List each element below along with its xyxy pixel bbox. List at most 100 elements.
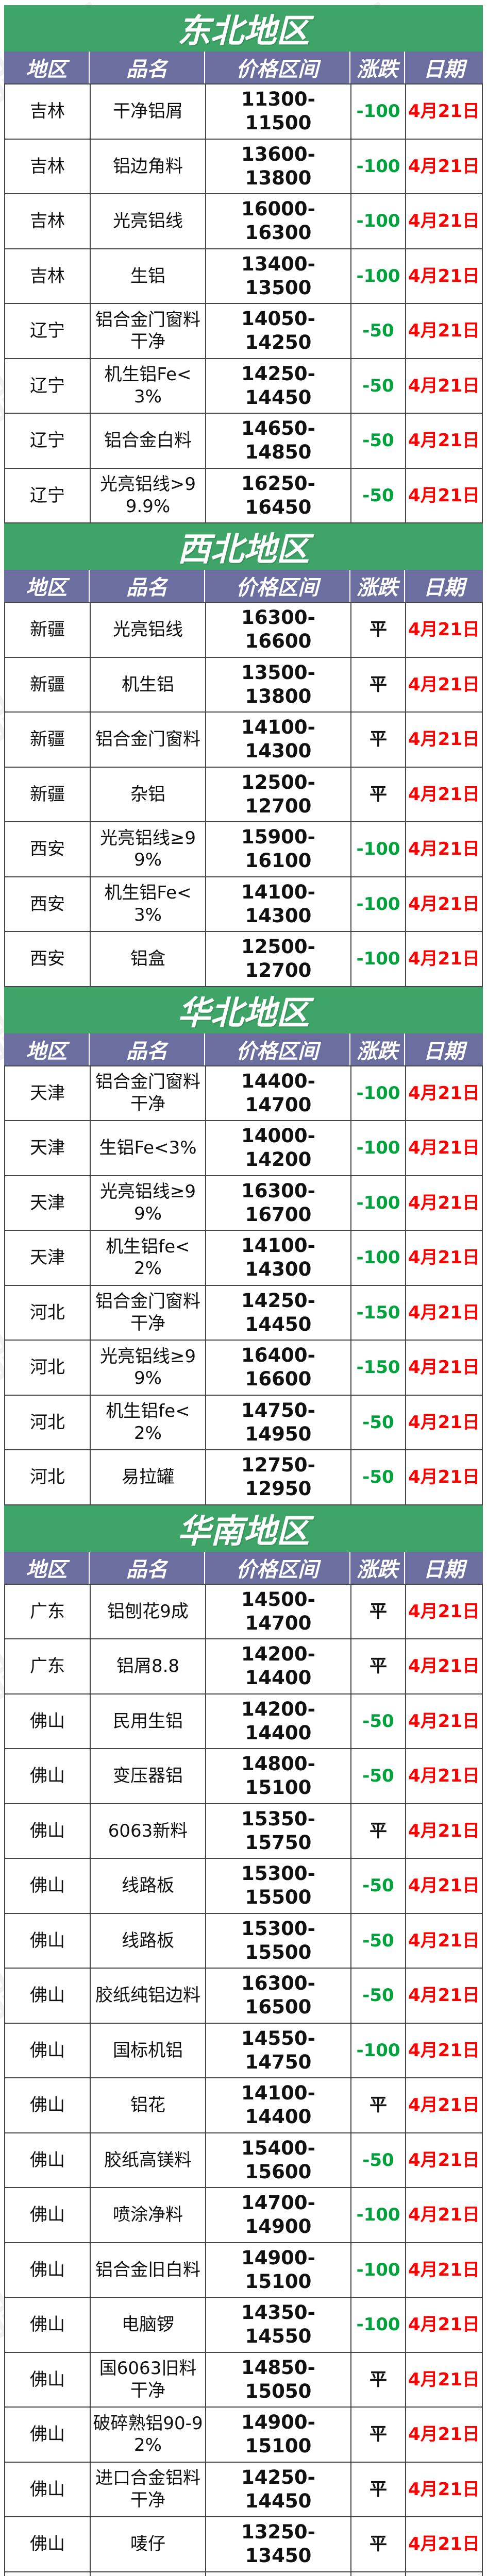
change-cell: -100 <box>351 194 406 248</box>
price-cell: 16250-16450 <box>206 468 351 522</box>
col-header-price: 价格区间 <box>205 570 350 602</box>
region-cell: 佛山 <box>5 2408 91 2462</box>
price-cell: 15900-16100 <box>206 822 351 876</box>
date-cell: 4月21日 <box>408 1138 480 1158</box>
change-cell: -50 <box>351 414 406 468</box>
date-cell: 4月21日 <box>408 485 480 506</box>
region-cell: 河北 <box>5 1395 91 1449</box>
region-cell: 西安 <box>5 877 91 931</box>
region-cell: 佛山 <box>5 2517 91 2571</box>
price-cell: 14250-14450 <box>206 2462 351 2516</box>
price-cell: 16000-16300 <box>206 194 351 248</box>
product-cell: 生铝 <box>91 249 206 303</box>
col-header-change: 涨跌 <box>350 1551 405 1584</box>
column-header-row: 地区 品名 价格区间 涨跌 日期 <box>4 52 483 83</box>
price-cell: 13500-13800 <box>206 657 351 711</box>
change-cell: -50 <box>351 468 406 522</box>
product-cell: 光亮铝线>99.9% <box>91 468 206 522</box>
product-cell: 机生铝Fe<3% <box>91 877 206 931</box>
col-header-region: 地区 <box>4 1551 90 1584</box>
product-cell: 线路板 <box>91 1859 206 1913</box>
section-title: 西北地区 <box>4 523 483 570</box>
product-cell: 铝合金白料 <box>91 414 206 468</box>
table-row: 河北 铝合金门窗料干净 14250-14450 -150 4月21日 <box>5 1285 482 1341</box>
table-row: 辽宁 机生铝Fe<3% 14250-14450 -50 4月21日 <box>5 359 482 414</box>
table-row: 新疆 杂铝 12500-12700 平 4月21日 <box>5 767 482 822</box>
change-cell: -50 <box>351 1913 406 1968</box>
change-cell: 平 <box>351 657 406 711</box>
rows-container: 吉林 干净铝屑 11300-11500 -100 4月21日 吉林 铝边角料 13600-13… <box>4 83 483 523</box>
product-cell: 线路板 <box>91 1913 206 1968</box>
price-cell: 12500-12700 <box>206 767 351 821</box>
product-cell: 机生铝fe<2% <box>91 1395 206 1449</box>
table-row: 吉林 干净铝屑 11300-11500 -100 4月21日 <box>5 83 482 140</box>
price-cell: 14100-14300 <box>206 877 351 931</box>
region-cell: 新疆 <box>5 713 91 767</box>
table-row: 天津 铝合金门窗料干净 14400-14700 -100 4月21日 <box>5 1065 482 1121</box>
table-row: 佛山 电脑锣 14350-14550 -100 4月21日 <box>5 2298 482 2353</box>
col-header-date: 日期 <box>423 1557 465 1582</box>
date-cell: 4月21日 <box>408 784 480 805</box>
date-cell: 4月21日 <box>408 2040 480 2061</box>
product-cell: 铝合金门窗料干净 <box>91 304 206 358</box>
price-cell: 14700-14900 <box>206 2188 351 2242</box>
price-cell: 11300-11500 <box>206 84 351 139</box>
date-cell: 4月21日 <box>408 1656 480 1676</box>
price-cell: 14200-14400 <box>206 1694 351 1748</box>
change-cell: -50 <box>351 1749 406 1803</box>
date-cell: 4月21日 <box>408 430 480 451</box>
date-cell: 4月21日 <box>408 893 480 914</box>
price-cell: 14550-14750 <box>206 2023 351 2077</box>
col-header-date: 日期 <box>423 576 465 600</box>
product-cell: 光亮铝线 <box>91 194 206 248</box>
region-cell: 天津 <box>5 1176 91 1230</box>
product-cell: 光亮铝线≥99% <box>91 1176 206 1230</box>
product-cell: 电脑锣 <box>91 2298 206 2352</box>
region-cell: 佛山 <box>5 2243 91 2297</box>
change-cell: 平 <box>351 2572 406 2576</box>
table-row: 广东 铝刨花9成 14500-14700 平 4月21日 <box>5 1583 482 1639</box>
col-header-product: 品名 <box>90 1551 205 1584</box>
region-cell: 河北 <box>5 1450 91 1504</box>
product-cell: 破碎熟铝90-92% <box>91 2408 206 2462</box>
product-cell: 机生铝fe<2% <box>91 1231 206 1285</box>
region-cell: 吉林 <box>5 139 91 193</box>
table-row: 佛山 铝合金旧白料 14900-15100 -100 4月21日 <box>5 2243 482 2298</box>
table-row: 佛山 唛仔 13250-13450 平 4月21日 <box>5 2517 482 2572</box>
change-cell: -50 <box>351 1859 406 1913</box>
col-header-region: 地区 <box>4 52 90 83</box>
date-cell: 4月21日 <box>408 1820 480 1841</box>
date-cell: 4月21日 <box>408 839 480 859</box>
change-cell: -50 <box>351 1395 406 1449</box>
region-cell: 辽宁 <box>5 414 91 468</box>
product-cell: 报纸板 <box>91 2572 206 2576</box>
table-row: 佛山 6063新料 15350-15750 平 4月21日 <box>5 1804 482 1859</box>
change-cell: -50 <box>351 304 406 358</box>
change-cell: 平 <box>351 2462 406 2516</box>
region-cell: 天津 <box>5 1231 91 1285</box>
date-cell: 4月21日 <box>408 2205 480 2225</box>
date-cell: 4月21日 <box>408 1766 480 1786</box>
region-section: 东北地区 地区 品名 价格区间 涨跌 日期 吉林 干净铝屑 11300-11500 -100 4月2… <box>4 5 483 523</box>
product-cell: 光亮铝线≥99% <box>91 1341 206 1395</box>
date-cell: 4月21日 <box>408 156 480 177</box>
product-cell: 机生铝Fe<3% <box>91 359 206 413</box>
product-cell: 唛仔 <box>91 2517 206 2571</box>
product-cell: 变压器铝 <box>91 1749 206 1803</box>
product-cell: 铝刨花9成 <box>91 1584 206 1638</box>
table-row: 新疆 铝合金门窗料 14100-14300 平 4月21日 <box>5 713 482 768</box>
region-cell: 吉林 <box>5 84 91 139</box>
date-cell: 4月21日 <box>408 2479 480 2500</box>
region-section: 华北地区 地区 品名 价格区间 涨跌 日期 天津 铝合金门窗料干净 14400-14700 -10… <box>4 987 483 1505</box>
price-cell: 16300-16700 <box>206 1176 351 1230</box>
change-cell: -100 <box>351 877 406 931</box>
date-cell: 4月21日 <box>408 101 480 122</box>
change-cell: -50 <box>351 2133 406 2187</box>
change-cell: -100 <box>351 1121 406 1175</box>
rows-container: 天津 铝合金门窗料干净 14400-14700 -100 4月21日 天津 生铝Fe<3% 1… <box>4 1065 483 1505</box>
region-cell: 佛山 <box>5 1859 91 1913</box>
price-cell: 14800-15100 <box>206 1749 351 1803</box>
region-cell: 佛山 <box>5 2188 91 2242</box>
region-cell: 西安 <box>5 822 91 876</box>
date-cell: 4月21日 <box>408 948 480 969</box>
